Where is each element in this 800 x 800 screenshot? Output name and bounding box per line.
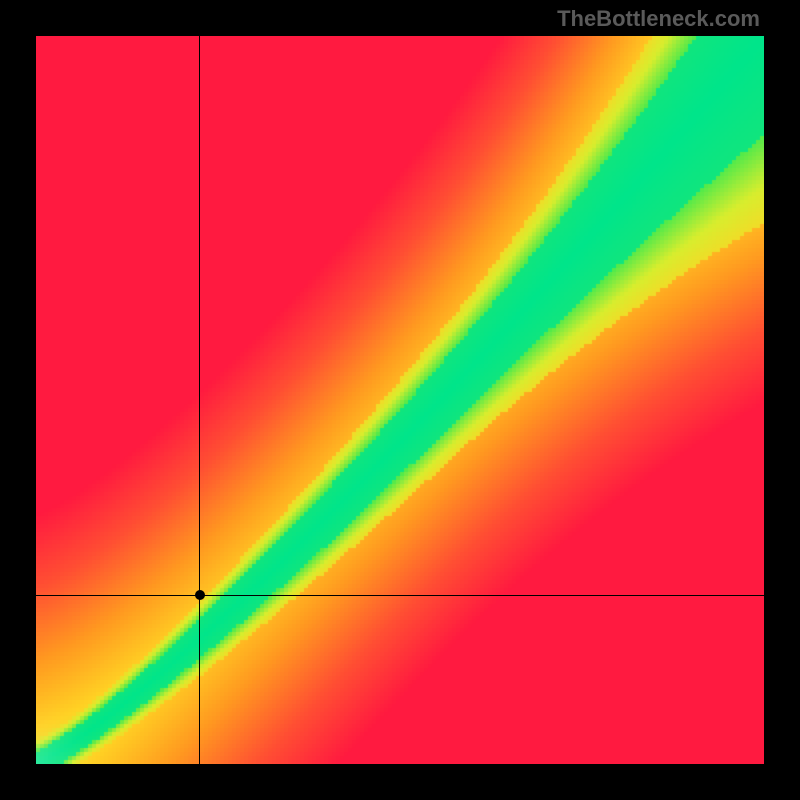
- crosshair-marker-dot: [195, 590, 205, 600]
- crosshair-horizontal: [36, 595, 764, 596]
- watermark-text: TheBottleneck.com: [557, 6, 760, 32]
- heatmap-canvas: [36, 36, 764, 764]
- heatmap-plot-area: [36, 36, 764, 764]
- crosshair-vertical: [199, 36, 200, 764]
